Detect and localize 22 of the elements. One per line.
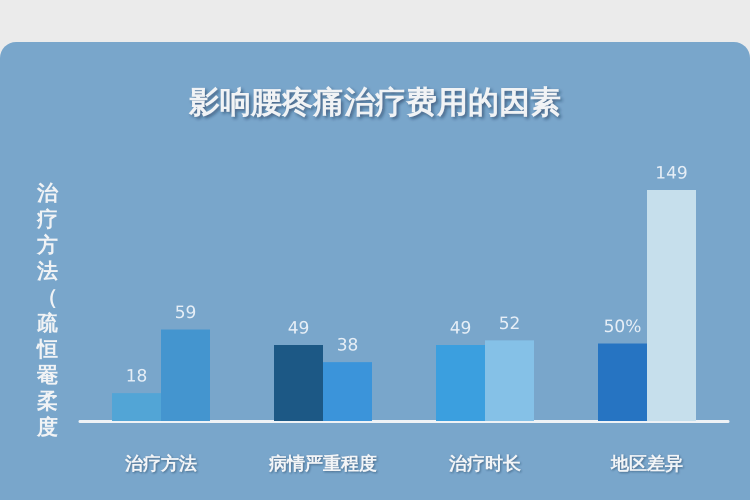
data-label: 50% — [604, 316, 642, 337]
data-label: 38 — [336, 336, 358, 356]
bar — [647, 190, 696, 421]
data-label: 49 — [288, 318, 310, 339]
data-label: 149 — [655, 164, 688, 184]
x-tick-label: 地区差异 — [610, 454, 683, 474]
data-label: 52 — [498, 314, 520, 334]
bar — [274, 345, 323, 421]
x-tick-label: 病情严重程度 — [268, 454, 377, 474]
bar — [485, 340, 534, 421]
chart-title: 影响腰疼痛治疗费用的因素 — [188, 84, 561, 120]
data-label: 59 — [174, 303, 196, 324]
data-label: 18 — [126, 366, 148, 387]
bar — [161, 330, 210, 421]
bar — [112, 393, 161, 421]
x-tick-label: 治疗时长 — [448, 454, 522, 474]
bar — [323, 362, 372, 421]
data-label: 49 — [450, 318, 472, 339]
x-tick-label: 治疗方法 — [124, 454, 197, 474]
bar — [436, 345, 485, 421]
bar — [598, 343, 647, 421]
text: 治疗方法（疏恒罨柔度 — [37, 181, 58, 439]
